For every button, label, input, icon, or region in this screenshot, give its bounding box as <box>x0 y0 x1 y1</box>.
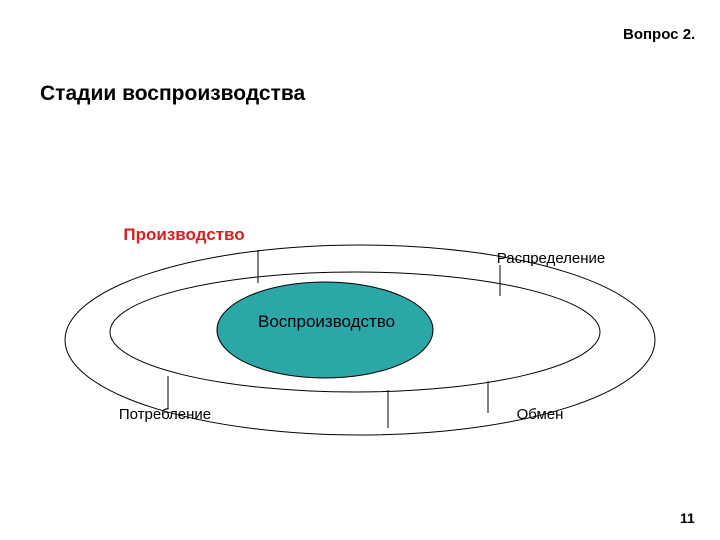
center-label: Воспроизводство <box>258 312 392 332</box>
node-distribution: Распределение <box>476 250 626 268</box>
node-production: Производство <box>104 225 264 245</box>
page-number: 11 <box>680 510 695 526</box>
cycle-diagram <box>0 0 720 540</box>
node-exchange: Обмен <box>500 406 580 424</box>
node-consumption: Потребление <box>100 406 230 424</box>
